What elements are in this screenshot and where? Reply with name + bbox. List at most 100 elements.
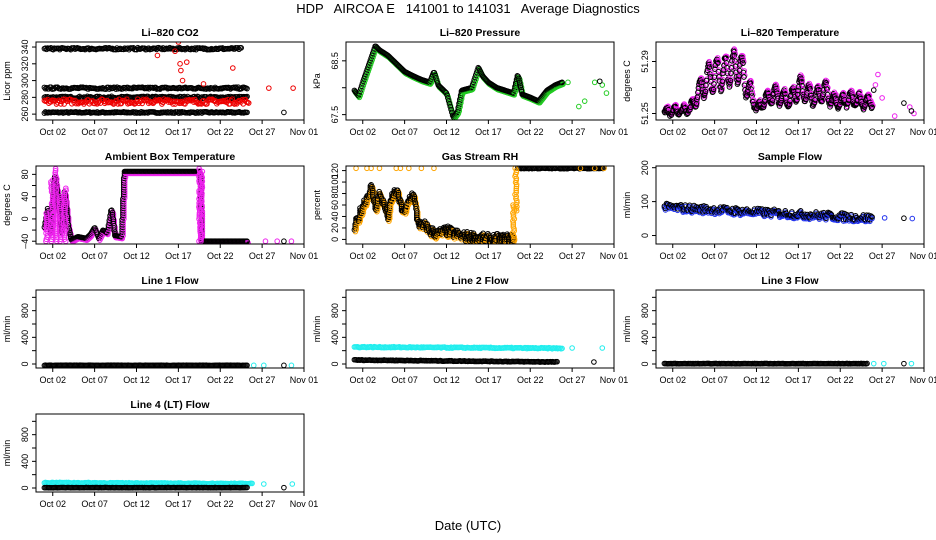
series-temperature-0-point [728,70,734,77]
x-tick-label-ambient: Oct 07 [81,251,108,261]
series-line1-1-point [250,362,257,368]
series-temperature-1-point [891,113,898,119]
series-sample_flow-0-point [827,210,834,217]
series-rh-3-point [418,166,425,172]
panel-title-rh: Gas Stream RH [442,151,518,163]
series-ambient-1-point [61,195,68,202]
x-tick-label-line1: Oct 02 [39,375,66,385]
panel-title-sample_flow: Sample Flow [758,151,823,163]
series-temperature-2-point [908,108,915,114]
series-pressure-2-point [596,78,603,85]
series-ambient-1-point [44,226,50,233]
series-temperature-0-point [794,91,801,98]
series-ambient-1-point [61,234,68,240]
x-tick-label-co2: Oct 22 [207,127,234,137]
y-tick-label-sample_flow: 200 [640,160,650,175]
x-tick-label-co2: Oct 02 [39,127,66,137]
x-tick-label-ambient: Oct 17 [165,251,192,261]
plot-frame-line1 [35,289,305,369]
panel-title-ambient: Ambient Box Temperature [105,151,236,163]
series-temperature-0-point [695,89,701,96]
series-co2-4-point [92,100,98,107]
series-sample_flow-1-point [881,215,888,221]
panel-title-temperature: Li–820 Temperature [741,27,840,39]
series-rh-3-point [353,166,359,172]
series-rh-2-point [513,185,520,192]
y-axis-label-temperature: degrees C [622,60,632,102]
series-temperature-0-point [741,74,747,80]
series-co2-2-point [244,85,250,92]
series-co2-0-point [244,109,250,116]
series-temperature-0-point [740,60,746,67]
series-rh-3-point [406,166,412,172]
x-tick-label-co2: Oct 07 [81,127,108,137]
series-temperature-0-point [786,101,793,108]
panel-title-co2: Li–820 CO2 [141,27,198,39]
y-tick-label-co2: 300 [20,73,30,88]
series-co2-5-point [178,67,184,74]
series-co2-5-point [266,85,272,91]
series-rh-0-point [411,193,418,200]
y-tick-label-rh: 120 [330,163,340,178]
series-ambient-1-point [61,193,68,200]
x-tick-label-pressure: Nov 01 [600,127,629,137]
x-tick-label-rh: Oct 12 [433,251,460,261]
x-tick-label-sample_flow: Nov 01 [910,251,936,261]
y-tick-label-co2: 280 [20,90,30,105]
series-co2-4-point [58,101,64,107]
x-tick-label-co2: Nov 01 [290,127,319,137]
x-tick-label-line1: Oct 07 [81,375,108,385]
plot-frame-sample_flow [655,165,925,245]
y-tick-label-co2: 320 [20,56,30,71]
series-pressure-0-point [444,92,450,98]
series-rh-2-point [511,236,517,242]
series-pressure-0-point [516,79,523,85]
series-ambient-1-point [56,222,63,228]
series-temperature-0-point [827,104,833,110]
series-temperature-0-point [735,79,741,86]
series-ambient-1-point [43,210,50,217]
series-temperature-0-point [750,98,756,105]
series-rh-0-point [398,201,405,208]
series-temperature-0-point [710,86,717,93]
series-pressure-0-point [559,79,565,86]
series-rh-2-point [512,166,518,172]
y-axis-label-ambient: degrees C [2,184,12,226]
series-rh-0-point [397,197,404,204]
y-tick-label-temperature: 51.25 [640,102,650,125]
series-rh-0-point [369,183,375,190]
series-temperature-0-point [812,97,818,103]
series-ambient-1-point [62,201,69,208]
x-tick-label-rh: Oct 22 [517,251,544,261]
series-co2-5-point [230,65,236,71]
series-sample_flow-0-point [869,214,875,220]
x-tick-label-pressure: Oct 07 [391,127,418,137]
x-tick-label-pressure: Oct 27 [559,127,586,137]
series-temperature-2-point [870,87,877,93]
y-tick-label-ambient: –40 [20,234,30,249]
x-tick-label-temperature: Oct 27 [869,127,896,137]
x-tick-label-temperature: Oct 22 [827,127,854,137]
x-tick-label-ambient: Oct 02 [39,251,66,261]
plot-frame-co2 [35,41,305,121]
series-rh-3-point [601,166,607,172]
series-rh-3-point [376,166,383,172]
series-temperature-0-point [819,98,825,105]
y-tick-label-temperature: 51.29 [640,50,650,73]
series-temperature-1-point [872,82,879,88]
x-tick-label-rh: Oct 17 [475,251,502,261]
series-temperature-0-point [869,104,875,110]
series-co2-3-point [235,45,241,51]
series-co2-5-point [177,61,183,67]
y-tick-label-co2: 340 [20,40,30,55]
series-pressure-1-point [603,90,610,96]
x-tick-label-temperature: Oct 12 [743,127,770,137]
series-temperature-0-point [761,102,767,108]
series-pressure-1-point [565,79,571,86]
